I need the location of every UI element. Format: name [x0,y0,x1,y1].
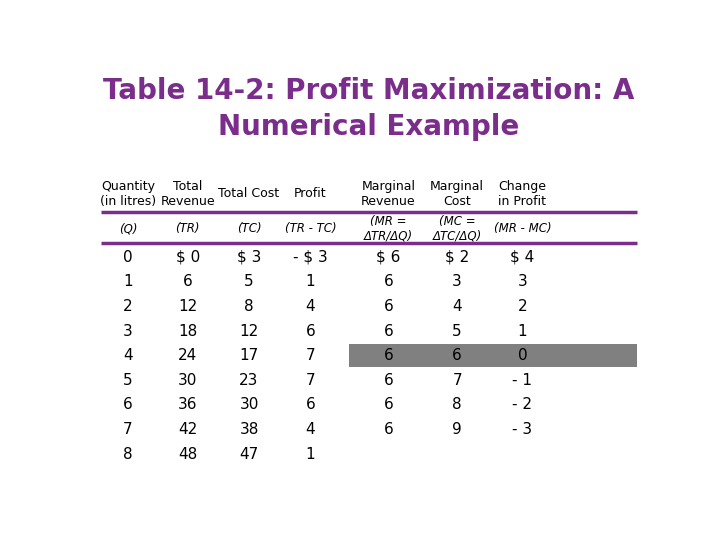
Text: (TR): (TR) [176,222,200,235]
Text: 7: 7 [305,373,315,388]
Text: 42: 42 [178,422,197,437]
Text: 6: 6 [384,274,393,289]
Text: (Q): (Q) [119,222,138,235]
Text: 5: 5 [244,274,254,289]
Text: (MR =
ΔTR/ΔQ): (MR = ΔTR/ΔQ) [364,214,413,242]
Text: $ 0: $ 0 [176,249,199,265]
Text: 36: 36 [178,397,197,413]
Text: 30: 30 [178,373,197,388]
Text: 3: 3 [452,274,462,289]
Text: 17: 17 [240,348,258,363]
Text: - 1: - 1 [513,373,533,388]
Text: Total Cost: Total Cost [218,187,279,200]
Text: Total
Revenue: Total Revenue [161,180,215,208]
Text: 3: 3 [518,274,527,289]
Text: (MC =
ΔTC/ΔQ): (MC = ΔTC/ΔQ) [433,214,482,242]
Text: - $ 3: - $ 3 [293,249,328,265]
Text: 6: 6 [384,348,393,363]
Text: 5: 5 [123,373,132,388]
Text: (TR - TC): (TR - TC) [284,222,336,235]
Text: 6: 6 [384,397,393,413]
Text: Table 14-2: Profit Maximization: A: Table 14-2: Profit Maximization: A [103,77,635,105]
Text: $ 4: $ 4 [510,249,534,265]
Text: 9: 9 [452,422,462,437]
Text: 12: 12 [178,299,197,314]
Text: Numerical Example: Numerical Example [218,113,520,140]
Text: Quantity
(in litres): Quantity (in litres) [100,180,156,208]
Text: 1: 1 [518,323,527,339]
Text: 12: 12 [240,323,258,339]
Text: 8: 8 [452,397,462,413]
Text: 8: 8 [244,299,254,314]
Text: 3: 3 [123,323,132,339]
Text: 48: 48 [178,447,197,462]
Text: $ 6: $ 6 [377,249,401,265]
Text: 6: 6 [384,299,393,314]
Text: 5: 5 [452,323,462,339]
Text: 6: 6 [452,348,462,363]
Text: 6: 6 [384,422,393,437]
Bar [349,344,636,367]
Text: 30: 30 [239,397,258,413]
Text: 7: 7 [123,422,132,437]
Text: - 2: - 2 [513,397,533,413]
Text: 4: 4 [305,422,315,437]
Text: 7: 7 [305,348,315,363]
Text: 1: 1 [123,274,132,289]
Text: 7: 7 [452,373,462,388]
Text: Marginal
Cost: Marginal Cost [430,180,484,208]
Text: 24: 24 [178,348,197,363]
Text: 0: 0 [518,348,527,363]
Text: 0: 0 [123,249,132,265]
Text: Marginal
Revenue: Marginal Revenue [361,180,416,208]
Text: 6: 6 [384,373,393,388]
Text: $ 2: $ 2 [445,249,469,265]
Text: 1: 1 [305,447,315,462]
Text: $ 3: $ 3 [237,249,261,265]
Text: 4: 4 [123,348,132,363]
Text: 2: 2 [123,299,132,314]
Text: 8: 8 [123,447,132,462]
Text: 1: 1 [305,274,315,289]
Text: 2: 2 [518,299,527,314]
Text: - 3: - 3 [513,422,533,437]
Text: Profit: Profit [294,187,327,200]
Text: 6: 6 [183,274,192,289]
Text: 6: 6 [123,397,132,413]
Text: 47: 47 [240,447,258,462]
Text: (MR - MC): (MR - MC) [494,222,552,235]
Text: 4: 4 [305,299,315,314]
Text: (TC): (TC) [237,222,261,235]
Text: 4: 4 [452,299,462,314]
Text: 38: 38 [239,422,258,437]
Text: 23: 23 [239,373,258,388]
Text: 18: 18 [178,323,197,339]
Text: 6: 6 [384,323,393,339]
Text: Change
in Profit: Change in Profit [498,180,546,208]
Text: 6: 6 [305,323,315,339]
Text: 6: 6 [305,397,315,413]
